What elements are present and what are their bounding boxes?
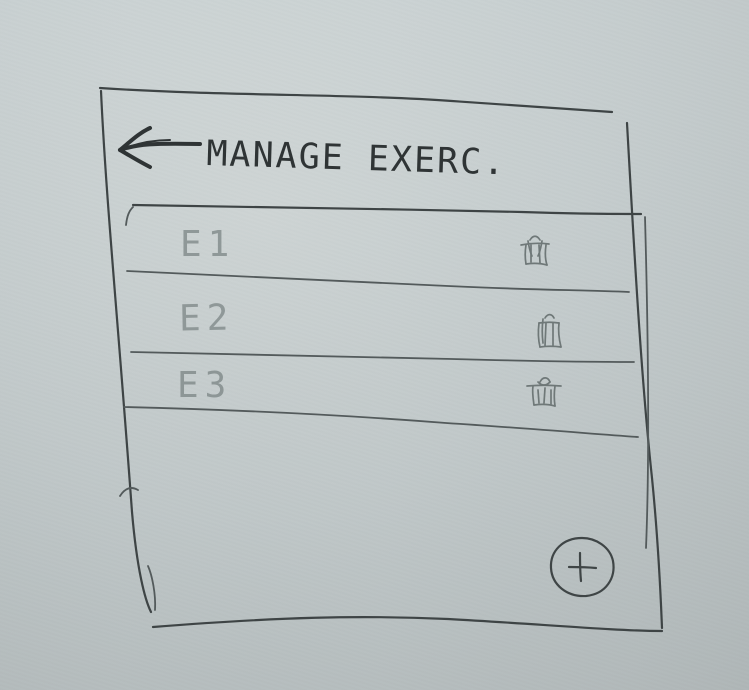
trash-icon <box>537 313 562 348</box>
row-divider-2 <box>130 351 635 363</box>
delete-e3-button[interactable] <box>520 370 566 418</box>
row-divider-3 <box>123 406 639 438</box>
exercise-label-e1: E1 <box>180 224 236 265</box>
trash-icon <box>520 235 550 266</box>
delete-e1-button[interactable] <box>511 227 557 275</box>
row-divider-1 <box>126 270 630 293</box>
exercise-row-e2[interactable]: E2 <box>125 295 637 353</box>
exercise-row-e3[interactable]: E3 <box>125 357 637 415</box>
add-exercise-button[interactable] <box>544 533 620 601</box>
left-rule-fragment-1 <box>125 206 134 226</box>
header-divider <box>131 203 643 216</box>
left-rule-fragment-4 <box>644 216 650 549</box>
arrow-left-icon <box>118 126 202 169</box>
exercise-label-e3: E3 <box>177 365 233 406</box>
exercise-row-e1[interactable]: E1 <box>125 217 637 275</box>
plus-circle-icon <box>549 536 615 598</box>
exercise-label-e2: E2 <box>178 297 235 340</box>
delete-e2-button[interactable] <box>525 307 571 355</box>
trash-icon <box>526 377 562 407</box>
outer-frame-bottom <box>151 615 664 633</box>
back-button[interactable] <box>112 122 204 170</box>
left-rule-fragment-3 <box>147 565 157 611</box>
outer-frame-top <box>98 86 614 114</box>
left-rule-fragment-2 <box>119 487 139 497</box>
outer-frame-left <box>99 89 153 614</box>
